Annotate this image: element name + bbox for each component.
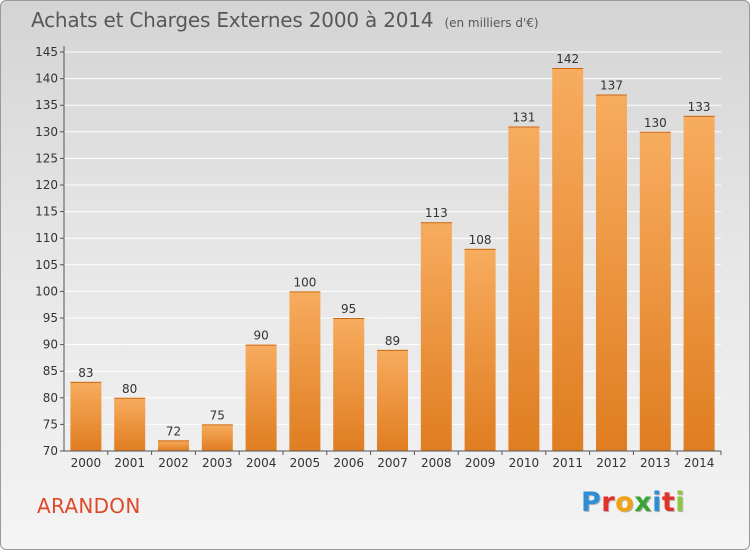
data-label: 95 bbox=[341, 302, 356, 316]
x-tick-label: 2008 bbox=[421, 456, 452, 470]
x-tick-label: 2005 bbox=[290, 456, 321, 470]
x-tick-label: 2002 bbox=[158, 456, 189, 470]
data-label: 100 bbox=[293, 275, 316, 289]
y-tick-label: 100 bbox=[35, 284, 58, 298]
bar bbox=[333, 318, 365, 451]
data-label: 90 bbox=[253, 329, 268, 343]
y-tick-label: 130 bbox=[35, 125, 58, 139]
x-tick-label: 2006 bbox=[333, 456, 364, 470]
chart-subtitle: (en milliers d'€) bbox=[444, 16, 539, 30]
y-tick-label: 90 bbox=[43, 338, 58, 352]
axes bbox=[60, 46, 722, 455]
bar bbox=[508, 126, 540, 451]
data-label: 83 bbox=[78, 366, 93, 380]
chart-title: Achats et Charges Externes 2000 à 2014 bbox=[31, 8, 434, 32]
y-tick-label: 70 bbox=[43, 444, 58, 458]
labels: 70 75 80 85 90 95 100 105 110 115 120 125 130 135 140 1… bbox=[35, 45, 714, 470]
y-tick-label: 115 bbox=[35, 205, 58, 219]
y-tick-label: 95 bbox=[43, 311, 58, 325]
y-tick-label: 140 bbox=[35, 72, 58, 86]
data-label: 80 bbox=[122, 382, 137, 396]
logo-letter: x bbox=[634, 487, 653, 518]
proxiti-logo: Proxiti bbox=[581, 487, 685, 518]
y-tick-label: 145 bbox=[35, 45, 58, 59]
bar bbox=[420, 222, 452, 451]
bar bbox=[201, 424, 233, 451]
bars bbox=[70, 67, 715, 452]
y-tick-label: 75 bbox=[43, 417, 58, 431]
data-label: 133 bbox=[688, 100, 711, 114]
data-label: 72 bbox=[166, 424, 181, 438]
x-tick-label: 2012 bbox=[596, 456, 627, 470]
x-tick-label: 2003 bbox=[202, 456, 233, 470]
bar bbox=[289, 291, 321, 451]
y-tick-label: 110 bbox=[35, 231, 58, 245]
data-label: 108 bbox=[469, 233, 492, 247]
data-label: 130 bbox=[644, 116, 667, 130]
x-tick-label: 2009 bbox=[465, 456, 496, 470]
bar bbox=[596, 94, 627, 451]
title-row: Achats et Charges Externes 2000 à 2014 (… bbox=[31, 8, 539, 32]
logo-letter: i bbox=[652, 487, 662, 518]
y-tick-label: 125 bbox=[35, 151, 58, 165]
logo-letter: t bbox=[661, 487, 676, 518]
bar bbox=[552, 67, 584, 452]
y-tick-label: 105 bbox=[35, 258, 58, 272]
x-tick-label: 2007 bbox=[377, 456, 408, 470]
x-tick-label: 2013 bbox=[640, 456, 671, 470]
x-tick-label: 2004 bbox=[246, 456, 277, 470]
data-label: 131 bbox=[512, 110, 535, 124]
bar bbox=[464, 248, 496, 451]
bar bbox=[245, 344, 277, 451]
logo-letter: r bbox=[601, 487, 616, 518]
x-tick-label: 2014 bbox=[684, 456, 715, 470]
y-tick-label: 85 bbox=[43, 364, 58, 378]
bar bbox=[639, 131, 671, 452]
x-tick-label: 2000 bbox=[71, 456, 102, 470]
logo-letter: i bbox=[675, 487, 686, 518]
y-tick-label: 120 bbox=[35, 178, 58, 192]
x-tick-label: 2011 bbox=[552, 456, 583, 470]
bar bbox=[377, 349, 408, 451]
logo-letter: P bbox=[581, 487, 602, 518]
bar bbox=[683, 115, 715, 451]
x-tick-label: 2010 bbox=[509, 456, 540, 470]
data-label: 113 bbox=[425, 206, 448, 220]
logo-letter: o bbox=[615, 487, 635, 518]
bar bbox=[114, 397, 146, 451]
x-tick-label: 2001 bbox=[114, 456, 145, 470]
y-tick-label: 135 bbox=[35, 98, 58, 112]
bar bbox=[158, 440, 189, 451]
data-label: 142 bbox=[556, 52, 579, 66]
commune-name: ARANDON bbox=[37, 494, 141, 518]
data-label: 75 bbox=[210, 408, 225, 422]
y-tick-label: 80 bbox=[43, 391, 58, 405]
data-label: 137 bbox=[600, 79, 623, 93]
bar bbox=[70, 381, 102, 451]
data-label: 89 bbox=[385, 334, 400, 348]
